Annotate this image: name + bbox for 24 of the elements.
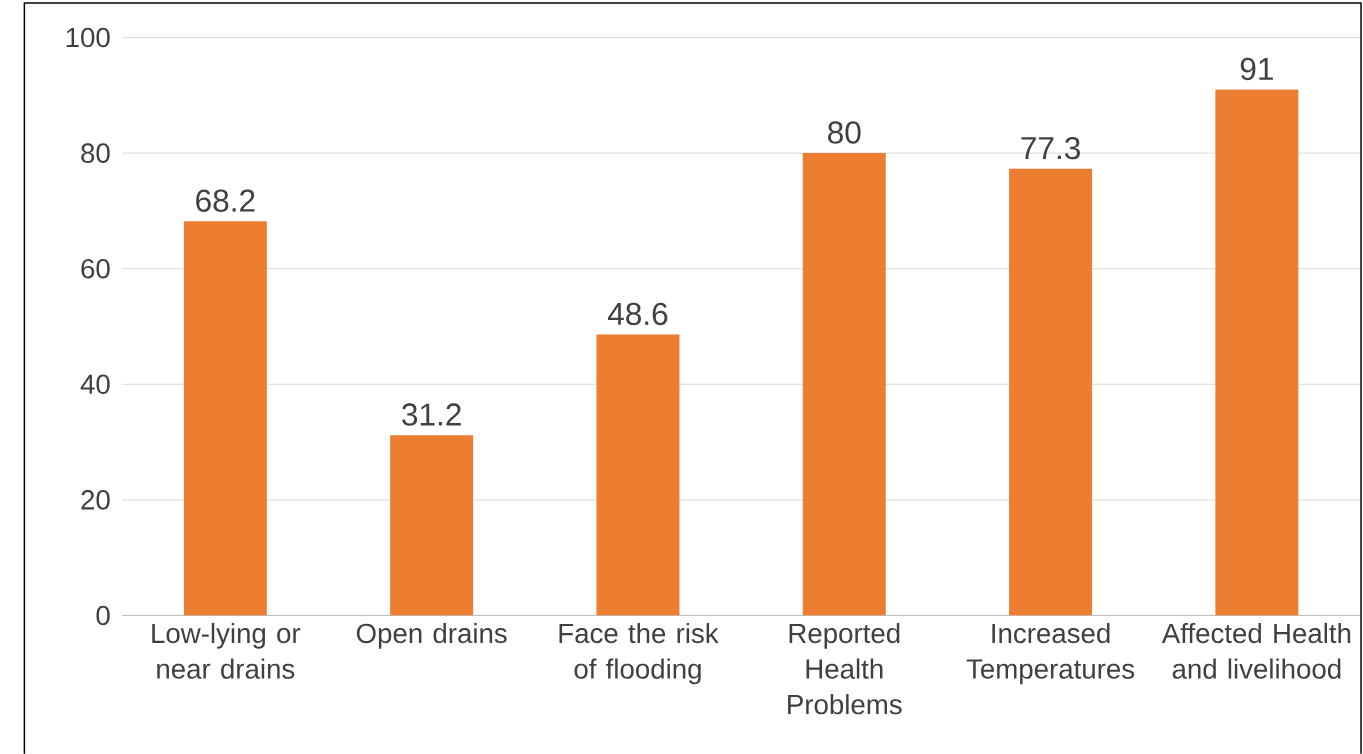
x-tick-label: Open drains bbox=[356, 623, 507, 649]
y-tick-label: 60 bbox=[81, 259, 110, 279]
y-tick-label: 80 bbox=[81, 143, 110, 164]
data-label: 31.2 bbox=[402, 403, 461, 426]
y-tick-label: 0 bbox=[96, 605, 110, 626]
bar bbox=[390, 435, 474, 616]
data-label: 48.6 bbox=[607, 302, 668, 326]
data-label: 77.3 bbox=[1021, 137, 1080, 160]
x-tick-label: Reported Health Problems bbox=[788, 623, 902, 715]
bar bbox=[802, 153, 886, 616]
y-tick-label: 20 bbox=[81, 490, 110, 510]
y-tick-label: 100 bbox=[66, 27, 110, 48]
bar bbox=[1009, 168, 1093, 616]
data-label: 80 bbox=[828, 121, 861, 144]
data-label: 68.2 bbox=[196, 189, 255, 213]
data-label: 91 bbox=[1240, 57, 1273, 81]
bar bbox=[183, 221, 267, 616]
bar bbox=[1215, 89, 1299, 616]
x-tick-label: Affected Health and livelihood bbox=[1161, 623, 1351, 679]
x-tick-label: Face the risk of flooding bbox=[559, 623, 719, 685]
x-tick-label: Increased Temperatures bbox=[966, 623, 1135, 685]
y-tick-label: 40 bbox=[80, 374, 110, 395]
x-tick-label: Low-lying or near drains bbox=[152, 623, 301, 679]
bar bbox=[596, 334, 680, 616]
